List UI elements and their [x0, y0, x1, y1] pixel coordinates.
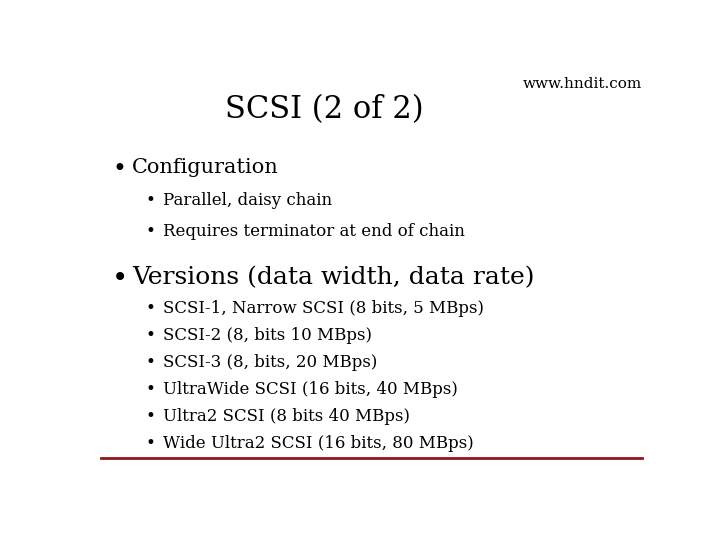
Text: •: • [112, 266, 129, 293]
Text: Parallel, daisy chain: Parallel, daisy chain [163, 192, 332, 208]
Text: •: • [145, 435, 156, 452]
Text: •: • [145, 192, 156, 208]
Text: •: • [145, 223, 156, 240]
Text: •: • [145, 354, 156, 371]
Text: Versions (data width, data rate): Versions (data width, data rate) [132, 266, 534, 289]
Text: Wide Ultra2 SCSI (16 bits, 80 MBps): Wide Ultra2 SCSI (16 bits, 80 MBps) [163, 435, 473, 452]
Text: www.hndit.com: www.hndit.com [523, 77, 642, 91]
Text: •: • [145, 300, 156, 317]
Text: Configuration: Configuration [132, 158, 279, 177]
Text: •: • [145, 327, 156, 344]
Text: •: • [145, 408, 156, 425]
Text: SCSI-1, Narrow SCSI (8 bits, 5 MBps): SCSI-1, Narrow SCSI (8 bits, 5 MBps) [163, 300, 484, 317]
Text: SCSI-2 (8, bits 10 MBps): SCSI-2 (8, bits 10 MBps) [163, 327, 372, 344]
Text: •: • [112, 158, 126, 181]
Text: SCSI (2 of 2): SCSI (2 of 2) [225, 94, 423, 125]
Text: Requires terminator at end of chain: Requires terminator at end of chain [163, 223, 464, 240]
Text: Ultra2 SCSI (8 bits 40 MBps): Ultra2 SCSI (8 bits 40 MBps) [163, 408, 410, 425]
Text: SCSI-3 (8, bits, 20 MBps): SCSI-3 (8, bits, 20 MBps) [163, 354, 377, 371]
Text: UltraWide SCSI (16 bits, 40 MBps): UltraWide SCSI (16 bits, 40 MBps) [163, 381, 457, 398]
Text: •: • [145, 381, 156, 398]
